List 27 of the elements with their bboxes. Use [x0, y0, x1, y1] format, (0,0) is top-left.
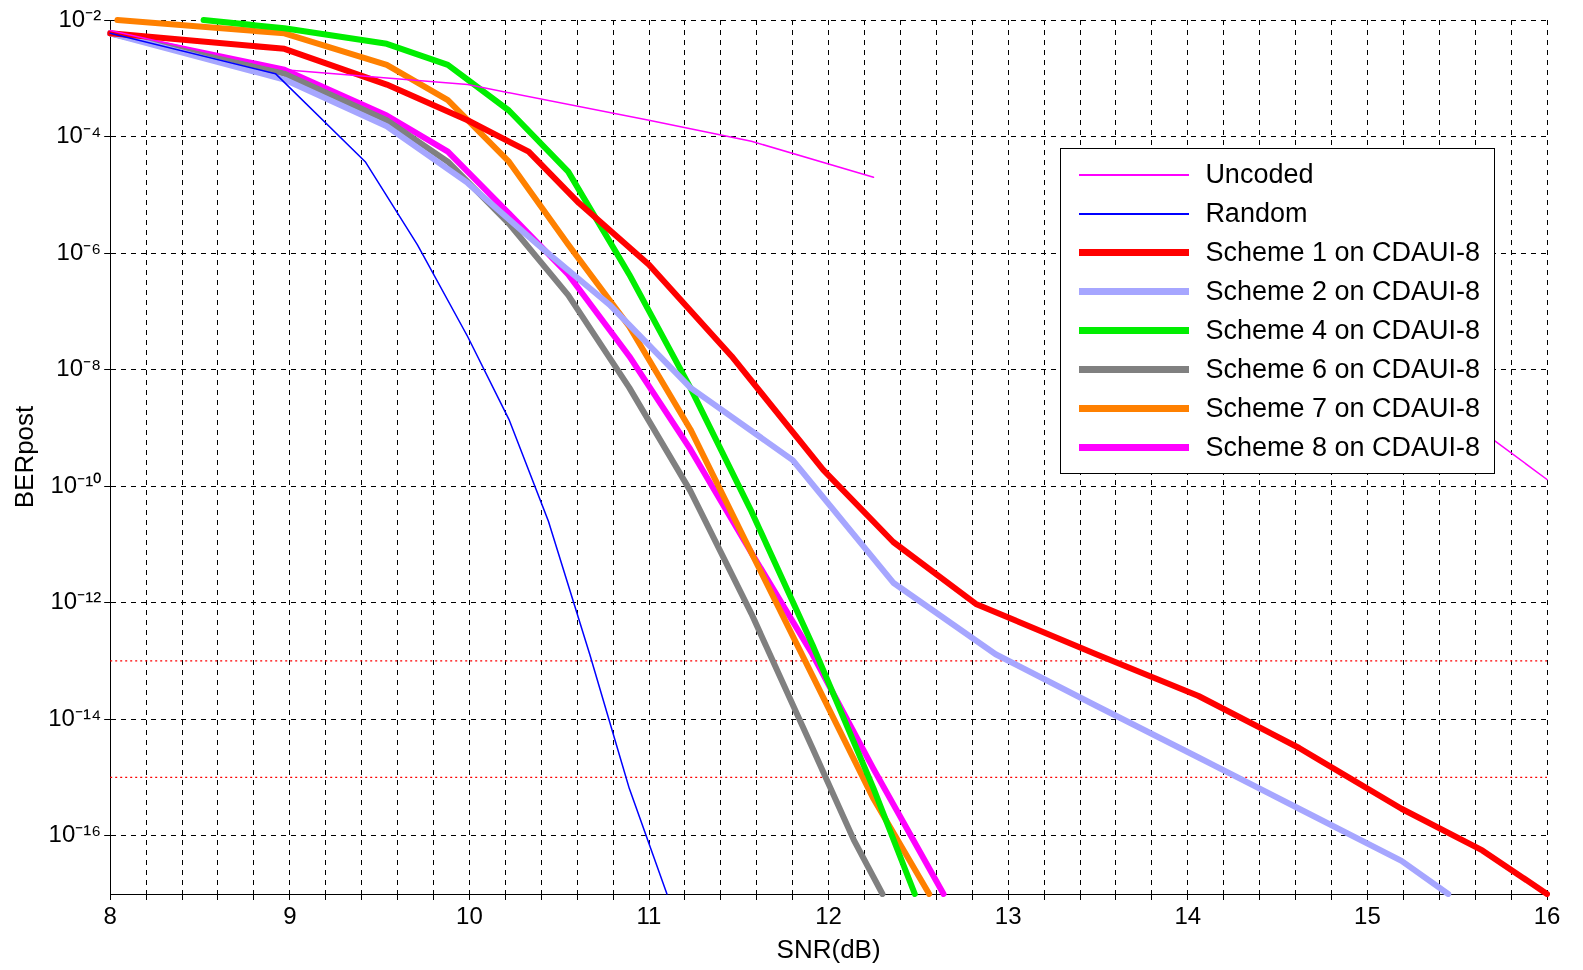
y-tick-label: 10⁻¹⁰: [50, 470, 102, 498]
x-axis-title: SNR(dB): [776, 933, 881, 964]
x-tick-label: 8: [103, 902, 117, 930]
legend-label: Scheme 6 on CDAUI-8: [1205, 354, 1480, 385]
x-tick-label: 13: [994, 902, 1022, 930]
y-tick-label: 10⁻¹²: [50, 587, 102, 615]
legend-label: Uncoded: [1205, 159, 1314, 190]
x-tick-label: 9: [283, 902, 297, 930]
y-tick-label: 10⁻²: [58, 4, 102, 32]
x-tick-label: 12: [815, 902, 842, 930]
x-tick-label: 11: [636, 902, 662, 930]
legend-label: Scheme 4 on CDAUI-8: [1205, 315, 1480, 346]
legend-label: Scheme 8 on CDAUI-8: [1205, 432, 1480, 463]
y-tick-label: 10⁻¹⁶: [48, 820, 102, 848]
legend-label: Scheme 7 on CDAUI-8: [1205, 393, 1480, 424]
legend-label: Random: [1205, 198, 1308, 229]
y-tick-label: 10⁻⁸: [56, 354, 102, 382]
x-tick-label: 10: [456, 902, 483, 930]
x-tick-label: 16: [1533, 902, 1561, 930]
y-tick-label: 10⁻¹⁴: [48, 703, 102, 731]
x-tick-label: 14: [1174, 902, 1202, 930]
legend-label: Scheme 1 on CDAUI-8: [1205, 237, 1480, 268]
y-axis-title: BERpost: [8, 404, 39, 509]
y-tick-label: 10⁻⁶: [56, 237, 102, 265]
legend-label: Scheme 2 on CDAUI-8: [1205, 276, 1480, 307]
x-tick-label: 15: [1354, 902, 1381, 930]
y-tick-label: 10⁻⁴: [56, 121, 102, 149]
